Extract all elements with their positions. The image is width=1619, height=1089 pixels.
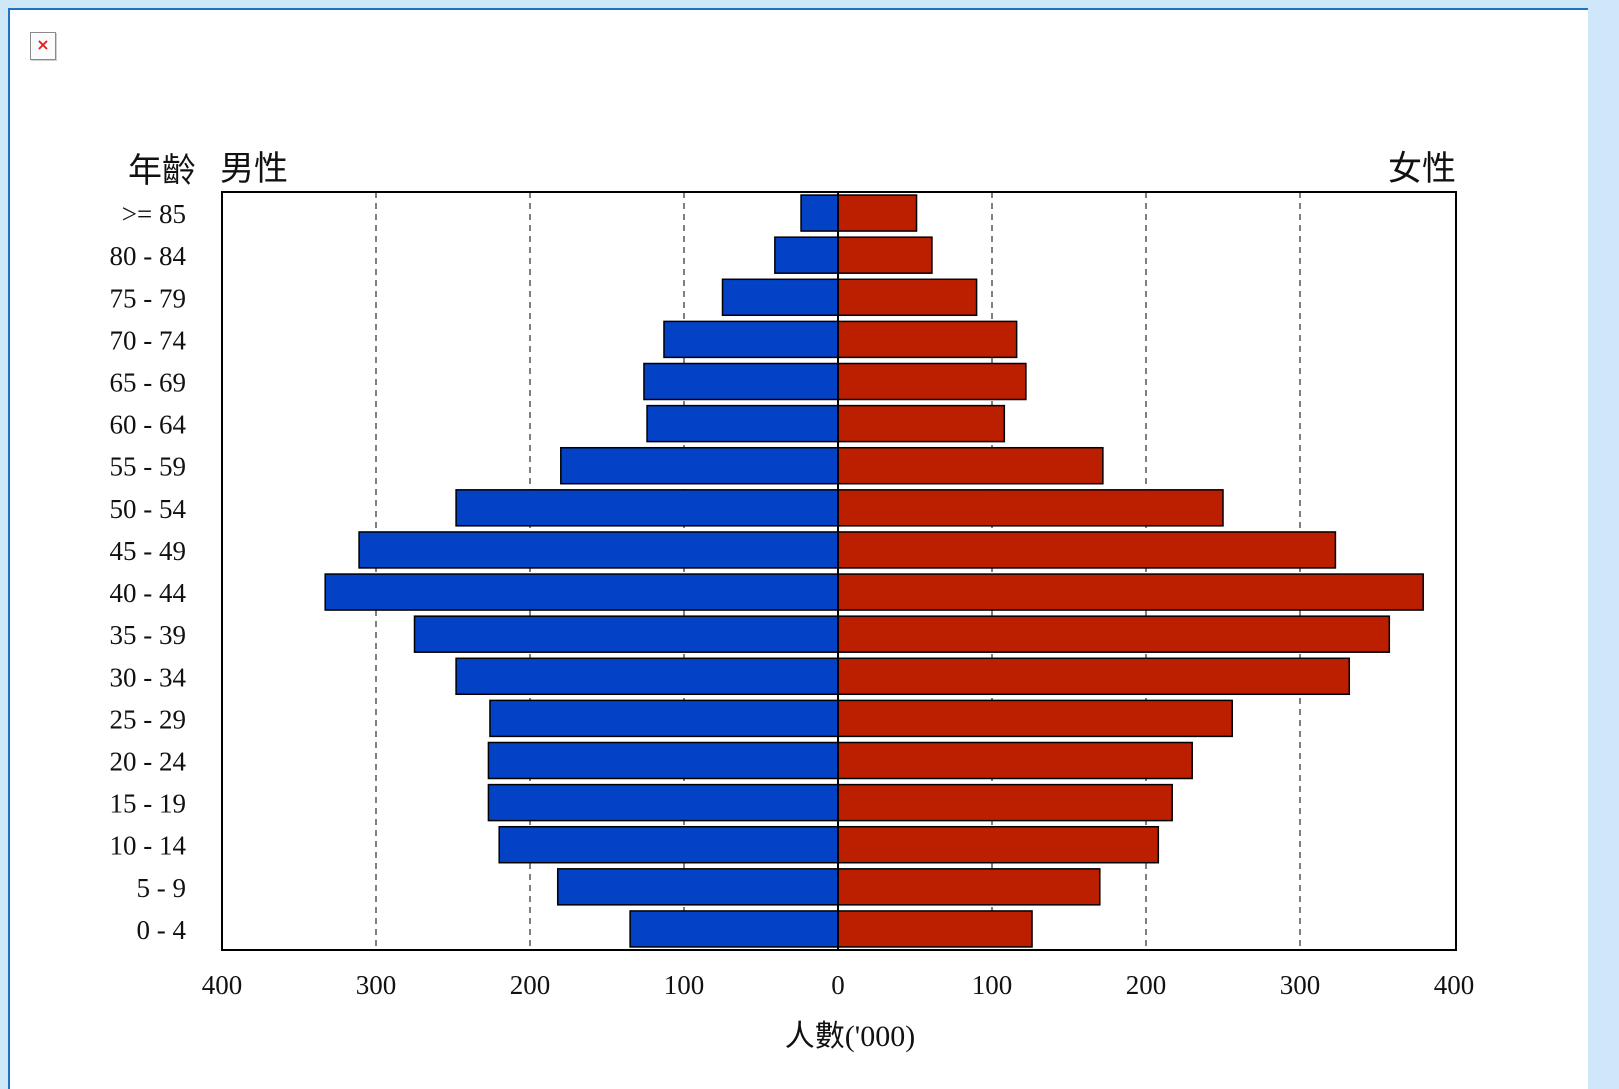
bar-male bbox=[489, 699, 839, 738]
bar-male bbox=[455, 489, 839, 527]
bar-female bbox=[837, 489, 1224, 527]
bar-male bbox=[455, 657, 839, 696]
x-tick-label: 400 bbox=[202, 970, 243, 1000]
bar-female bbox=[837, 783, 1173, 822]
y-tick-label: >= 85 bbox=[122, 199, 186, 229]
bar-male bbox=[324, 573, 839, 611]
y-tick-label: 70 - 74 bbox=[110, 325, 187, 355]
bar-female bbox=[837, 194, 918, 232]
y-tick-labels: >= 85 80 - 84 75 - 79 70 - 74 65 - 69 60 - 64… bbox=[110, 199, 187, 945]
y-tick-label: 45 - 49 bbox=[110, 536, 187, 566]
x-tick-label: 100 bbox=[664, 970, 705, 1000]
bar-female bbox=[837, 531, 1337, 569]
bar-male bbox=[560, 446, 839, 485]
bar-female bbox=[837, 320, 1018, 359]
x-tick-label: 300 bbox=[1280, 970, 1321, 1000]
bar-female bbox=[837, 404, 1006, 443]
y-tick-label: 60 - 64 bbox=[110, 410, 187, 440]
bar-male bbox=[663, 320, 839, 359]
bars bbox=[324, 194, 1424, 948]
bar-female bbox=[837, 741, 1193, 780]
bar-male bbox=[774, 236, 839, 274]
bar-male bbox=[800, 194, 839, 232]
bar-female bbox=[837, 868, 1101, 906]
x-tick-label: 0 bbox=[831, 970, 845, 1000]
x-axis-title: 人數('000) bbox=[785, 1020, 915, 1053]
x-tick-labels: 400 300 200 100 0 100 200 300 400 bbox=[202, 970, 1475, 1000]
y-tick-label: 25 - 29 bbox=[110, 704, 187, 734]
bar-male bbox=[721, 278, 839, 317]
bar-male bbox=[556, 868, 839, 906]
bar-female bbox=[837, 615, 1391, 653]
y-tick-label: 10 - 14 bbox=[110, 831, 187, 861]
bar-female bbox=[837, 278, 978, 317]
bar-female bbox=[837, 236, 933, 274]
x-tick-label: 200 bbox=[510, 970, 551, 1000]
bar-female bbox=[837, 362, 1027, 401]
x-tick-label: 200 bbox=[1126, 970, 1167, 1000]
y-tick-label: 15 - 19 bbox=[110, 789, 187, 819]
y-tick-label: 75 - 79 bbox=[110, 283, 187, 313]
bar-female bbox=[837, 825, 1160, 864]
y-tick-label: 30 - 34 bbox=[110, 662, 187, 692]
bar-female bbox=[837, 699, 1233, 738]
y-tick-label: 35 - 39 bbox=[110, 620, 187, 650]
bar-male bbox=[646, 404, 839, 443]
y-tick-label: 55 - 59 bbox=[110, 452, 187, 482]
y-tick-label: 0 - 4 bbox=[137, 915, 187, 945]
y-tick-label: 80 - 84 bbox=[110, 241, 187, 271]
x-tick-label: 100 bbox=[972, 970, 1013, 1000]
bar-female bbox=[837, 446, 1104, 485]
broken-image-icon: × bbox=[30, 32, 56, 60]
bar-female bbox=[837, 657, 1351, 696]
bar-male bbox=[487, 783, 839, 822]
bar-male bbox=[643, 362, 839, 401]
bar-male bbox=[487, 741, 839, 780]
bar-male bbox=[413, 615, 839, 653]
male-label: 男性 bbox=[220, 150, 288, 188]
grid-lines bbox=[375, 192, 1301, 950]
bar-male bbox=[358, 531, 839, 569]
y-tick-label: 65 - 69 bbox=[110, 368, 187, 398]
x-tick-label: 300 bbox=[356, 970, 397, 1000]
bar-female bbox=[837, 573, 1424, 611]
y-tick-label: 40 - 44 bbox=[110, 578, 187, 608]
y-tick-label: 50 - 54 bbox=[110, 494, 187, 524]
y-tick-label: 20 - 24 bbox=[110, 747, 187, 777]
y-tick-label: 5 - 9 bbox=[137, 873, 187, 903]
age-axis-title: 年齡 bbox=[128, 152, 196, 190]
female-label: 女性 bbox=[1388, 150, 1456, 188]
bar-female bbox=[837, 910, 1033, 948]
bar-male bbox=[629, 910, 839, 948]
bar-male bbox=[498, 825, 839, 864]
x-tick-label: 400 bbox=[1434, 970, 1475, 1000]
